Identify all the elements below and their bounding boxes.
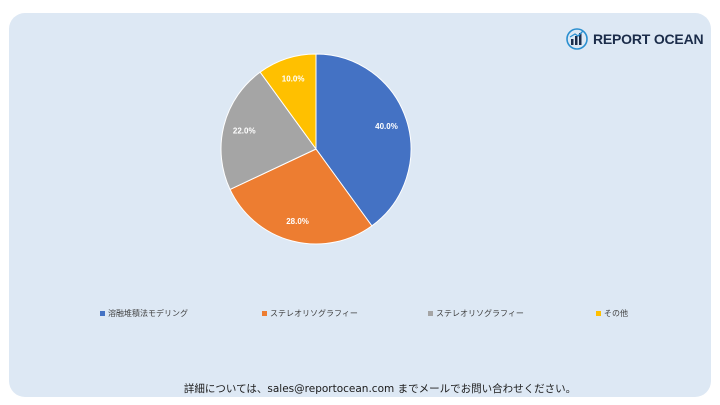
pie-data-labels: 40.0% 28.0% 22.0% 10.0%	[233, 75, 398, 226]
bar-chart-globe-icon	[566, 28, 588, 50]
legend-item-4: その他	[596, 308, 628, 319]
legend-label-3: ステレオリソグラフィー	[436, 309, 524, 318]
brand-logo: REPORT OCEAN	[566, 28, 704, 50]
legend-swatch-2	[262, 311, 267, 316]
pie-slice-3	[220, 71, 317, 191]
legend-item-1: 溶融堆積法モデリング	[100, 308, 188, 319]
contact-footer: 詳細については、sales@reportocean.com までメールでお問い合…	[183, 383, 577, 395]
pie-data-label-4: 10.0%	[282, 75, 305, 84]
pie-slices	[220, 53, 412, 245]
pie-slice-4	[259, 53, 317, 151]
pie-data-label-1: 40.0%	[375, 122, 398, 131]
legend-swatch-1	[100, 311, 105, 316]
pie-slice-2	[229, 148, 373, 245]
pie-data-label-2: 28.0%	[286, 217, 309, 226]
pie-slice-1	[315, 53, 412, 227]
legend-label-4: その他	[604, 309, 628, 318]
legend-label-1: 溶融堆積法モデリング	[108, 309, 188, 318]
legend-swatch-3	[428, 311, 433, 316]
legend-label-2: ステレオリソグラフィー	[270, 309, 358, 318]
brand-logo-text: REPORT OCEAN	[593, 31, 704, 47]
chart-legend: 溶融堆積法モデリング ステレオリソグラフィー ステレオリソグラフィー その他	[0, 308, 720, 322]
legend-swatch-4	[596, 311, 601, 316]
pie-data-label-3: 22.0%	[233, 127, 256, 136]
legend-item-3: ステレオリソグラフィー	[428, 308, 524, 319]
legend-item-2: ステレオリソグラフィー	[262, 308, 358, 319]
